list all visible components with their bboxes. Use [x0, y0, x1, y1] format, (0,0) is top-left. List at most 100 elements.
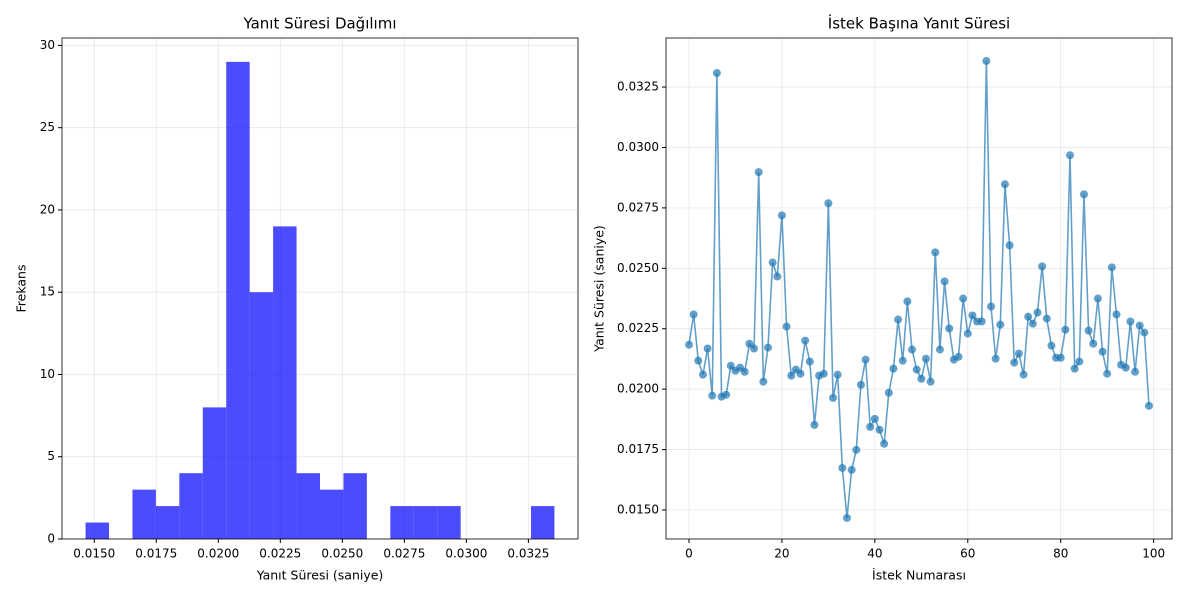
- data-point: [763, 343, 772, 352]
- data-point: [782, 322, 791, 331]
- data-point: [977, 317, 986, 326]
- histogram-bar: [226, 61, 250, 539]
- data-point: [1042, 314, 1051, 323]
- data-point: [824, 199, 833, 208]
- data-point: [889, 364, 898, 373]
- x-tick-label: 0.0225: [259, 547, 301, 561]
- data-point: [698, 370, 707, 379]
- data-point: [1089, 339, 1098, 348]
- data-point: [694, 356, 703, 365]
- y-tick-label: 15: [40, 285, 55, 299]
- data-point: [1000, 180, 1009, 189]
- data-point: [842, 513, 851, 522]
- data-point: [759, 377, 768, 386]
- x-tick-label: 0.0175: [135, 547, 177, 561]
- histogram-bar: [437, 506, 461, 539]
- data-point: [917, 374, 926, 383]
- data-point: [722, 390, 731, 399]
- data-point: [921, 354, 930, 363]
- y-tick-label: 0.0200: [617, 382, 659, 396]
- y-tick-label: 0.0250: [617, 261, 659, 275]
- histogram-bar: [132, 489, 156, 539]
- data-point: [856, 380, 865, 389]
- data-point: [805, 357, 814, 366]
- data-point: [1145, 401, 1153, 410]
- y-tick-label: 0.0175: [617, 442, 659, 456]
- data-point: [801, 336, 810, 345]
- x-tick-label: 0.0325: [507, 547, 549, 561]
- x-tick-label: 0.0275: [383, 547, 425, 561]
- data-point: [685, 340, 693, 349]
- data-point: [773, 272, 782, 281]
- data-point: [1024, 312, 1033, 321]
- data-point: [689, 310, 698, 319]
- data-point: [750, 344, 759, 353]
- data-point: [982, 56, 991, 65]
- data-point: [1135, 321, 1144, 330]
- data-point: [1093, 294, 1102, 303]
- data-point: [959, 294, 968, 303]
- data-point: [866, 422, 875, 431]
- histogram-bar: [343, 473, 367, 539]
- data-point: [1019, 370, 1028, 379]
- data-point: [926, 377, 935, 386]
- data-point: [1112, 310, 1121, 319]
- axes-frame: [665, 37, 1173, 540]
- data-point: [912, 365, 921, 374]
- y-tick-label: 10: [40, 367, 55, 381]
- data-point: [861, 355, 870, 364]
- data-line: [688, 60, 1150, 519]
- data-point: [847, 465, 856, 474]
- x-tick-label: 20: [774, 547, 789, 561]
- data-point: [1033, 308, 1042, 317]
- data-point: [903, 297, 912, 306]
- data-point: [1070, 364, 1079, 373]
- data-point: [829, 393, 838, 402]
- y-tick-label: 0.0225: [617, 321, 659, 335]
- data-point: [712, 69, 721, 78]
- data-point: [954, 352, 963, 361]
- x-tick-label: 0: [685, 547, 693, 561]
- x-axis-label: Yanıt Süresi (saniye): [256, 568, 384, 583]
- histogram-bar: [249, 292, 274, 539]
- data-point: [931, 248, 940, 257]
- chart-title: Yanıt Süresi Dağılımı: [242, 15, 396, 33]
- data-point: [838, 463, 847, 472]
- data-point: [991, 354, 1000, 363]
- data-point: [1107, 263, 1116, 272]
- data-point: [796, 369, 805, 378]
- histogram-bar: [202, 407, 227, 539]
- x-tick-label: 60: [960, 547, 975, 561]
- data-point: [1075, 357, 1084, 366]
- data-point: [1010, 358, 1019, 367]
- data-point: [1028, 319, 1037, 328]
- histogram-bar: [273, 226, 297, 539]
- data-point: [898, 356, 907, 365]
- histogram-bar: [390, 506, 414, 539]
- data-point: [726, 361, 735, 370]
- data-point: [875, 425, 884, 434]
- y-tick-label: 20: [40, 202, 55, 216]
- histogram-bar: [413, 506, 438, 539]
- x-tick-label: 0.0200: [197, 547, 239, 561]
- data-point: [777, 211, 786, 220]
- data-point: [968, 311, 977, 320]
- data-point: [1140, 328, 1149, 337]
- y-axis-label: Frekans: [14, 265, 29, 313]
- data-point: [1103, 369, 1112, 378]
- data-point: [1079, 190, 1088, 199]
- data-point: [768, 258, 777, 267]
- data-point: [1066, 151, 1075, 160]
- data-point: [1084, 326, 1093, 335]
- data-point: [754, 168, 763, 177]
- y-tick-label: 0.0300: [617, 140, 659, 154]
- histogram-bar: [320, 489, 344, 539]
- data-point: [1014, 349, 1023, 358]
- histogram-bar: [179, 473, 203, 539]
- data-point: [1126, 317, 1135, 326]
- y-tick-label: 30: [40, 38, 55, 52]
- data-point: [1038, 262, 1047, 271]
- data-point: [1047, 341, 1056, 350]
